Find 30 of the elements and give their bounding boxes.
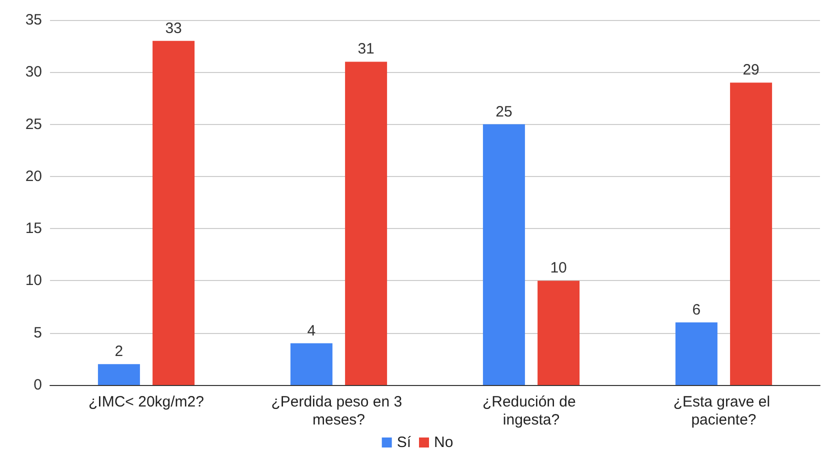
bar (98, 364, 140, 385)
bar (538, 280, 580, 385)
x-tick-label: ¿IMC< 20kg/m2? (88, 394, 204, 410)
y-tick-label: 10 (25, 272, 42, 290)
data-label: 25 (496, 103, 512, 120)
data-label: 6 (692, 301, 701, 318)
x-tick-label: ¿Redución de ingesta? (482, 394, 580, 428)
data-label: 2 (114, 343, 124, 360)
y-tick-label: 35 (25, 12, 42, 28)
x-tick-label: ¿Esta grave el paciente? (673, 394, 774, 428)
x-tick-label: ¿Perdida peso en 3 meses? (271, 394, 406, 428)
y-tick-label: 20 (25, 168, 42, 185)
y-tick-label: 5 (34, 324, 42, 342)
data-label: 29 (742, 62, 760, 79)
data-label: 33 (165, 20, 182, 37)
bar (152, 40, 195, 385)
y-tick-label: 15 (25, 220, 42, 238)
data-label: 31 (358, 40, 374, 58)
y-tick-label: 25 (25, 116, 42, 133)
legend-label: Sí (396, 434, 412, 451)
legend-label: No (434, 434, 454, 451)
bar (345, 62, 388, 385)
data-label: 4 (307, 322, 316, 340)
bar (482, 124, 525, 385)
bar (730, 82, 772, 385)
bar (675, 322, 718, 385)
data-label: 10 (550, 260, 567, 277)
y-tick-label: 30 (25, 64, 42, 81)
y-tick-label: 0 (34, 376, 42, 394)
bar (290, 343, 332, 385)
